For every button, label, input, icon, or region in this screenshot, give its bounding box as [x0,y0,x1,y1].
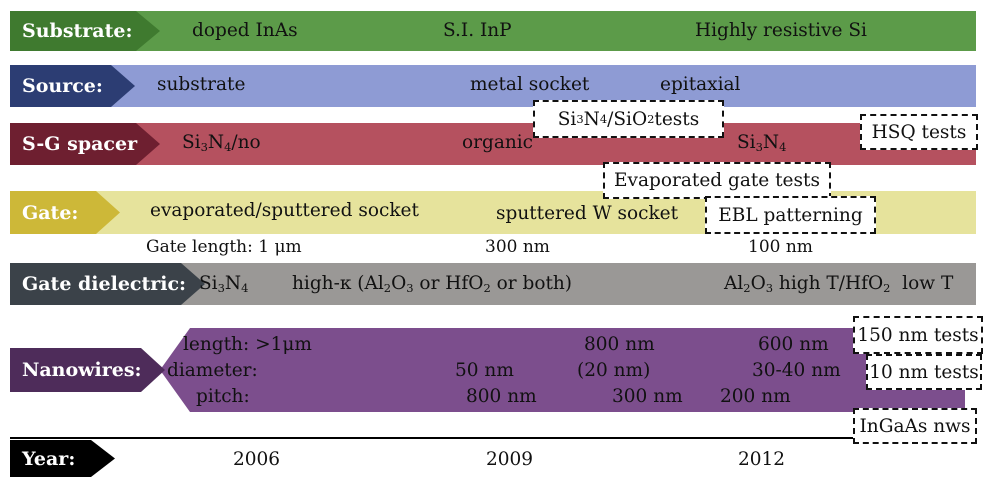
spacer-si3n4: Si3N4 [737,132,787,154]
year-axis-line [10,437,976,439]
nanowires-diameter-50: 50 nm [455,360,514,381]
year-2012: 2012 [738,449,786,470]
source-band [10,65,976,107]
nanowires-length-800: 800 nm [584,334,655,355]
nanowires-diameter-20: (20 nm) [577,360,651,381]
ebl-patterning-box: EBL patterning [705,196,876,234]
source-substrate: substrate [157,74,246,95]
150nm-tests-box: 150 nm tests [853,316,983,354]
10nm-tests-box: 10 nm tests [866,354,982,390]
gate-length-label: Gate length: 1 μm [146,237,302,257]
spacer-si3n4-no: Si3N4/no [182,132,261,154]
nanowires-pitch-200: 200 nm [720,386,791,407]
dielectric-label: Gate dielectric: [10,263,205,305]
source-epitaxial: epitaxial [660,74,741,95]
dielectric-si3n4: Si3N4 [199,273,249,295]
substrate-si-inp: S.I. InP [443,20,512,41]
hsq-tests-box: HSQ tests [860,114,978,150]
nanowires-label: Nanowires: [10,348,165,392]
substrate-doped-inas: doped InAs [192,20,298,41]
substrate-label: Substrate: [10,11,160,51]
spacer-label: S-G spacer [10,123,160,165]
source-label: Source: [10,65,135,107]
dielectric-al2o3-hfo2: Al2O3 high T/HfO2 low T [724,273,954,295]
source-metal-socket: metal socket [470,74,590,95]
dielectric-high-k: high-κ (Al2O3 or HfO2 or both) [292,273,573,295]
evaporated-gate-tests-box: Evaporated gate tests [603,162,831,199]
gate-length-300: 300 nm [485,237,550,257]
gate-label: Gate: [10,191,120,234]
year-2006: 2006 [233,449,281,470]
nanowires-diameter-30-40: 30-40 nm [752,360,841,381]
nanowires-diameter-label: diameter: [167,360,258,381]
spacer-organic: organic [462,132,534,153]
year-label: Year: [10,440,115,477]
nanowires-pitch-800: 800 nm [466,386,537,407]
si3n4-sio2-tests-box: Si 3 N 4/SiO 2 tests [533,100,724,138]
nanowires-length-600: 600 nm [758,334,829,355]
gate-sputtered-w: sputtered W socket [496,203,679,224]
ingaas-nws-box: InGaAs nws [853,408,977,444]
year-2009: 2009 [486,449,534,470]
nanowires-pitch-300: 300 nm [612,386,683,407]
nanowires-pitch-label: pitch: [196,386,250,407]
nanowires-length-label: length: >1μm [183,334,312,355]
substrate-resistive-si: Highly resistive Si [695,20,867,41]
gate-length-100: 100 nm [748,237,813,257]
spacer-band [10,123,976,165]
substrate-band [10,11,976,51]
gate-evaporated-sputtered: evaporated/sputtered socket [150,200,419,221]
